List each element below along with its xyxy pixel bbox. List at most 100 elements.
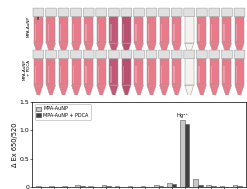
Bar xyxy=(193,179,198,187)
FancyBboxPatch shape xyxy=(33,8,44,17)
Bar xyxy=(141,186,145,187)
Polygon shape xyxy=(147,85,156,97)
FancyBboxPatch shape xyxy=(210,16,219,43)
Polygon shape xyxy=(109,85,118,97)
Polygon shape xyxy=(222,43,231,55)
FancyBboxPatch shape xyxy=(72,58,81,85)
FancyBboxPatch shape xyxy=(146,50,157,59)
Bar xyxy=(35,24,36,40)
FancyBboxPatch shape xyxy=(147,16,156,43)
Bar xyxy=(106,186,111,187)
Polygon shape xyxy=(134,85,144,97)
Polygon shape xyxy=(197,85,206,97)
Text: MPA-AuNP: MPA-AuNP xyxy=(27,16,31,37)
Polygon shape xyxy=(185,43,194,55)
FancyBboxPatch shape xyxy=(209,8,220,17)
FancyBboxPatch shape xyxy=(134,16,144,43)
Polygon shape xyxy=(34,85,43,97)
Bar xyxy=(206,185,211,187)
Bar xyxy=(110,24,112,40)
FancyBboxPatch shape xyxy=(159,50,169,59)
Bar xyxy=(36,186,41,187)
Legend: MPA-AuNP, MPA-AuNP + PDCA: MPA-AuNP, MPA-AuNP + PDCA xyxy=(35,105,91,119)
Text: Pd²⁺: Pd²⁺ xyxy=(162,6,166,14)
FancyBboxPatch shape xyxy=(108,50,119,59)
FancyBboxPatch shape xyxy=(96,50,107,59)
Bar xyxy=(237,186,242,187)
FancyBboxPatch shape xyxy=(97,16,106,43)
Bar xyxy=(167,183,172,187)
FancyBboxPatch shape xyxy=(46,58,56,85)
Polygon shape xyxy=(210,43,219,55)
Polygon shape xyxy=(235,43,244,55)
Text: Hg²⁺: Hg²⁺ xyxy=(176,113,188,119)
Text: Al³⁺: Al³⁺ xyxy=(212,6,216,13)
Text: Pb²⁺: Pb²⁺ xyxy=(175,6,179,14)
FancyBboxPatch shape xyxy=(222,50,232,59)
Text: Cd²⁺: Cd²⁺ xyxy=(200,6,204,14)
Polygon shape xyxy=(46,85,56,97)
FancyBboxPatch shape xyxy=(196,8,207,17)
FancyBboxPatch shape xyxy=(134,50,144,59)
FancyBboxPatch shape xyxy=(134,58,144,85)
Polygon shape xyxy=(134,43,144,55)
Bar xyxy=(198,67,200,83)
Bar xyxy=(110,67,112,83)
Text: Hg²⁺: Hg²⁺ xyxy=(187,6,191,15)
Bar xyxy=(85,67,87,83)
FancyBboxPatch shape xyxy=(197,58,206,85)
FancyBboxPatch shape xyxy=(171,8,182,17)
FancyBboxPatch shape xyxy=(109,16,118,43)
FancyBboxPatch shape xyxy=(72,16,81,43)
Polygon shape xyxy=(122,43,131,55)
Polygon shape xyxy=(34,43,43,55)
FancyBboxPatch shape xyxy=(172,58,181,85)
FancyBboxPatch shape xyxy=(184,8,195,17)
Text: control: control xyxy=(36,6,41,19)
Bar xyxy=(198,24,200,40)
Bar xyxy=(49,186,54,187)
Polygon shape xyxy=(172,85,181,97)
Bar xyxy=(35,67,36,83)
FancyBboxPatch shape xyxy=(97,58,106,85)
FancyBboxPatch shape xyxy=(58,50,69,59)
Bar xyxy=(172,184,176,187)
Bar xyxy=(224,67,225,83)
Polygon shape xyxy=(97,43,106,55)
Bar xyxy=(161,67,162,83)
FancyBboxPatch shape xyxy=(59,58,68,85)
Bar xyxy=(123,24,124,40)
Polygon shape xyxy=(222,85,231,97)
Polygon shape xyxy=(46,43,56,55)
Bar xyxy=(211,67,212,83)
FancyBboxPatch shape xyxy=(160,58,169,85)
Bar xyxy=(154,185,159,187)
Polygon shape xyxy=(197,43,206,55)
Bar xyxy=(47,67,49,83)
Text: Cu²⁺: Cu²⁺ xyxy=(112,6,116,14)
Polygon shape xyxy=(59,43,68,55)
FancyBboxPatch shape xyxy=(171,50,182,59)
FancyBboxPatch shape xyxy=(235,16,244,43)
FancyBboxPatch shape xyxy=(121,8,132,17)
Polygon shape xyxy=(235,85,244,97)
Y-axis label: Δ Ex 650/520: Δ Ex 650/520 xyxy=(12,122,18,167)
Bar xyxy=(173,24,175,40)
Polygon shape xyxy=(160,85,169,97)
Text: Zn²⁺: Zn²⁺ xyxy=(149,6,153,14)
FancyBboxPatch shape xyxy=(185,16,194,43)
Bar xyxy=(60,24,62,40)
FancyBboxPatch shape xyxy=(234,8,245,17)
Bar xyxy=(211,24,212,40)
Bar xyxy=(73,24,74,40)
FancyBboxPatch shape xyxy=(34,58,43,85)
Bar xyxy=(75,185,80,187)
FancyBboxPatch shape xyxy=(121,50,132,59)
Bar xyxy=(236,67,237,83)
Bar xyxy=(98,24,99,40)
Bar xyxy=(62,186,67,187)
Bar xyxy=(233,185,237,187)
Text: Sr²⁺: Sr²⁺ xyxy=(74,6,78,13)
Bar xyxy=(211,186,216,187)
Bar xyxy=(180,120,185,187)
